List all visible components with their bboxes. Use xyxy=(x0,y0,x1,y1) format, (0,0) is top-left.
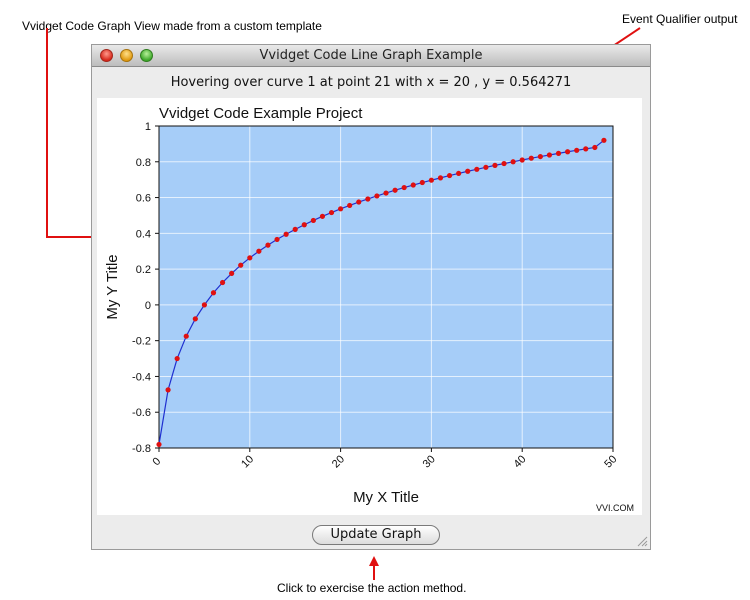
data-point xyxy=(165,387,171,393)
data-point xyxy=(456,170,462,177)
data-point xyxy=(510,159,516,165)
data-point xyxy=(465,168,471,174)
data-point xyxy=(183,333,189,339)
x-tick-label: 0 xyxy=(150,455,163,468)
y-tick-label: 0.8 xyxy=(136,157,151,169)
data-point xyxy=(401,184,407,191)
y-tick-label: 1 xyxy=(145,121,151,133)
data-point xyxy=(310,217,316,224)
close-button[interactable] xyxy=(100,49,113,62)
data-point xyxy=(428,177,434,183)
data-point xyxy=(492,162,498,168)
y-tick-label: 0.2 xyxy=(136,264,151,276)
y-tick-label: 0 xyxy=(145,300,151,312)
data-point xyxy=(201,302,207,308)
zoom-button[interactable] xyxy=(140,49,153,62)
app-window: Vvidget Code Line Graph Example Hovering… xyxy=(91,44,651,550)
data-point xyxy=(265,242,271,248)
data-point xyxy=(347,202,353,209)
data-point xyxy=(219,279,226,286)
data-point xyxy=(274,236,280,243)
data-point xyxy=(546,152,553,158)
annotation-graph-view: Vvidget Code Graph View made from a cust… xyxy=(22,19,322,33)
x-axis-label: My X Title xyxy=(353,489,419,506)
data-point xyxy=(229,270,235,277)
y-tick-label: -0.6 xyxy=(132,407,151,419)
line-chart: -0.8-0.6-0.4-0.200.20.40.60.810 10 20 30 40 5… xyxy=(104,105,634,513)
minimize-button[interactable] xyxy=(120,49,133,62)
y-tick-label: -0.4 xyxy=(132,371,151,383)
data-point xyxy=(410,182,416,188)
x-tick-label: 20 xyxy=(330,453,347,470)
data-point xyxy=(583,146,589,152)
arrow-bottom-head xyxy=(369,556,379,566)
x-tick-label: 30 xyxy=(421,453,438,470)
y-tick-label: 0.4 xyxy=(136,228,151,240)
hover-status-text: Hovering over curve 1 at point 21 with x… xyxy=(170,75,572,90)
plot-frame xyxy=(158,125,614,449)
data-point xyxy=(247,255,253,261)
data-point xyxy=(238,262,244,268)
data-point xyxy=(174,355,180,362)
x-tick-label: 10 xyxy=(239,453,256,470)
data-point xyxy=(474,166,480,172)
data-point xyxy=(601,137,607,143)
data-point xyxy=(501,160,507,167)
x-tick-label: 50 xyxy=(602,453,619,470)
chart-title: Vvidget Code Example Project xyxy=(159,105,363,122)
data-point xyxy=(319,213,326,219)
plot-area xyxy=(159,126,613,448)
data-point xyxy=(483,164,489,170)
data-point xyxy=(356,199,362,205)
data-point xyxy=(537,153,543,160)
data-point xyxy=(301,222,307,228)
x-tick-label: 40 xyxy=(512,453,529,470)
data-point xyxy=(528,155,534,161)
window-title: Vvidget Code Line Graph Example xyxy=(259,48,483,63)
data-point xyxy=(592,144,598,151)
data-point xyxy=(574,147,580,153)
resize-grip-icon[interactable] xyxy=(636,535,648,547)
data-point xyxy=(328,209,335,216)
data-point xyxy=(292,226,298,232)
watermark-text: VVI.COM xyxy=(596,503,634,513)
data-point xyxy=(338,206,344,212)
data-point xyxy=(210,290,217,296)
data-point xyxy=(437,175,444,181)
data-point xyxy=(256,248,262,254)
data-point xyxy=(156,441,162,448)
data-point xyxy=(374,193,380,199)
window-titlebar[interactable]: Vvidget Code Line Graph Example xyxy=(92,45,650,67)
data-point xyxy=(446,172,453,179)
annotation-action-method: Click to exercise the action method. xyxy=(277,581,467,595)
data-point xyxy=(365,196,371,202)
data-point xyxy=(192,316,198,322)
data-point xyxy=(519,157,525,163)
y-axis-label: My Y Title xyxy=(104,254,121,319)
data-point xyxy=(383,190,389,196)
data-point xyxy=(392,187,398,193)
data-point xyxy=(555,150,562,156)
graph-view[interactable]: -0.8 -0.6 -0.4 -0.2 0 0.2 0.4 0.6 0.8 1 0 10 20 30 40 5… xyxy=(97,98,642,515)
y-tick-label: -0.8 xyxy=(132,443,151,455)
data-point xyxy=(419,179,425,186)
update-graph-button[interactable]: Update Graph xyxy=(312,525,440,545)
data-point xyxy=(283,231,289,237)
data-point xyxy=(565,149,571,155)
y-tick-label: 0.6 xyxy=(136,193,151,205)
annotation-event-qualifier: Event Qualifier output xyxy=(622,12,738,26)
y-tick-label: -0.2 xyxy=(132,336,151,348)
